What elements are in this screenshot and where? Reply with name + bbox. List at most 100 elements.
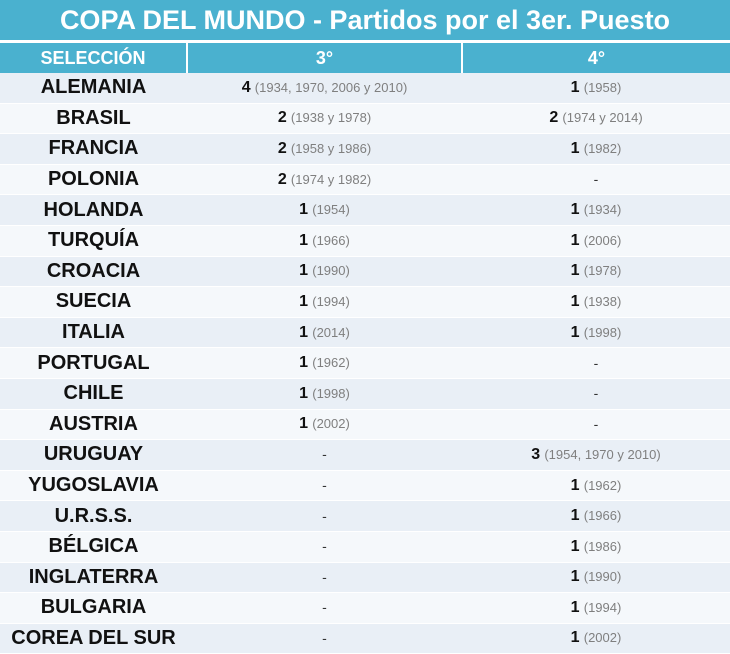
third-place-years: (1990) bbox=[312, 263, 350, 279]
fourth-place-years: (1958) bbox=[583, 79, 622, 95]
team-name: TURQUÍA bbox=[0, 225, 187, 257]
third-place-years: (1934, 1970, 2006 y 2010) bbox=[254, 79, 408, 95]
fourth-place-cell: 1 (1982) bbox=[462, 133, 730, 165]
table-row: FRANCIA 2 (1958 y 1986) 1 (1982) bbox=[0, 133, 730, 165]
fourth-place-cell: 1 (2002) bbox=[462, 623, 730, 654]
team-name: CHILE bbox=[0, 378, 187, 410]
third-place-count: 2 bbox=[277, 170, 287, 188]
fourth-place-count: 1 bbox=[570, 507, 580, 525]
team-name: FRANCIA bbox=[0, 133, 187, 165]
fourth-place-years: (1994) bbox=[583, 599, 622, 615]
fourth-place-cell: 1 (1958) bbox=[462, 73, 730, 104]
third-place-cell: - bbox=[187, 531, 462, 563]
third-place-count: - bbox=[322, 477, 327, 494]
third-place-cell: - bbox=[187, 470, 462, 502]
third-place-cell: - bbox=[187, 500, 462, 532]
third-place-cell: 1 (1998) bbox=[187, 378, 462, 410]
table-row: CROACIA 1 (1990) 1 (1978) bbox=[0, 256, 730, 288]
table-row: URUGUAY - 3 (1954, 1970 y 2010) bbox=[0, 439, 730, 471]
table-row: BÉLGICA - 1 (1986) bbox=[0, 531, 730, 563]
third-place-years: (1974 y 1982) bbox=[290, 171, 372, 187]
header-fourth: 4° bbox=[461, 40, 730, 73]
third-place-cell: 2 (1938 y 1978) bbox=[187, 103, 462, 135]
fourth-place-years: (1986) bbox=[583, 538, 622, 554]
third-place-cell: 1 (1966) bbox=[187, 225, 462, 257]
fourth-place-count: 1 bbox=[570, 78, 580, 96]
team-name: PORTUGAL bbox=[0, 347, 187, 379]
table-row: ITALIA 1 (2014) 1 (1998) bbox=[0, 317, 730, 349]
fourth-place-cell: 1 (1990) bbox=[462, 562, 730, 594]
team-name: SUECIA bbox=[0, 286, 187, 318]
third-place-cell: 2 (1958 y 1986) bbox=[187, 133, 462, 165]
fourth-place-years: (1978) bbox=[583, 263, 622, 279]
third-place-years: (1954) bbox=[312, 202, 350, 218]
fourth-place-cell: - bbox=[462, 164, 730, 196]
fourth-place-count: 1 bbox=[570, 537, 580, 555]
fourth-place-count: 1 bbox=[570, 292, 580, 310]
third-place-cell: 1 (1954) bbox=[187, 194, 462, 226]
fourth-place-years: (1938) bbox=[583, 293, 622, 309]
fourth-place-count: - bbox=[593, 354, 599, 371]
third-place-years: (1938 y 1978) bbox=[290, 110, 372, 126]
fourth-place-cell: 1 (1986) bbox=[462, 531, 730, 563]
table-row: YUGOSLAVIA - 1 (1962) bbox=[0, 470, 730, 502]
third-place-cell: 1 (1994) bbox=[187, 286, 462, 318]
fourth-place-years: (1962) bbox=[583, 477, 622, 493]
fourth-place-years: (1954, 1970 y 2010) bbox=[544, 446, 661, 462]
team-name: YUGOSLAVIA bbox=[0, 470, 187, 502]
third-place-count: 1 bbox=[299, 262, 309, 280]
team-name: URUGUAY bbox=[0, 439, 187, 471]
table-row: TURQUÍA 1 (1966) 1 (2006) bbox=[0, 225, 730, 257]
fourth-place-count: 1 bbox=[570, 598, 580, 616]
third-place-count: 1 bbox=[299, 201, 309, 219]
table-row: PORTUGAL 1 (1962) - bbox=[0, 347, 730, 379]
fourth-place-cell: 1 (1934) bbox=[462, 194, 730, 226]
fourth-place-years: (1934) bbox=[583, 202, 622, 218]
third-place-count: - bbox=[322, 507, 327, 524]
team-name: BRASIL bbox=[0, 103, 187, 135]
fourth-place-count: 1 bbox=[570, 568, 580, 586]
fourth-place-cell: 3 (1954, 1970 y 2010) bbox=[462, 439, 730, 471]
third-place-cell: 2 (1974 y 1982) bbox=[187, 164, 462, 196]
fourth-place-count: 1 bbox=[570, 629, 580, 647]
fourth-place-count: 1 bbox=[570, 139, 580, 157]
table-row: HOLANDA 1 (1954) 1 (1934) bbox=[0, 194, 730, 226]
third-place-count: - bbox=[322, 629, 327, 646]
fourth-place-count: 2 bbox=[549, 109, 559, 127]
third-place-count: 2 bbox=[277, 139, 287, 157]
fourth-place-count: 1 bbox=[570, 262, 580, 280]
team-name: BÉLGICA bbox=[0, 531, 187, 563]
fourth-place-cell: 1 (1994) bbox=[462, 592, 730, 624]
team-name: POLONIA bbox=[0, 164, 187, 196]
team-name: AUSTRIA bbox=[0, 409, 187, 441]
third-place-years: (1994) bbox=[312, 293, 350, 309]
team-name: ALEMANIA bbox=[0, 73, 187, 104]
fourth-place-count: - bbox=[593, 415, 599, 432]
fourth-place-years: (1982) bbox=[583, 140, 622, 156]
third-place-count: - bbox=[322, 538, 327, 555]
table-body: ALEMANIA 4 (1934, 1970, 2006 y 2010) 1 (19… bbox=[0, 73, 730, 654]
fourth-place-count: 1 bbox=[570, 323, 580, 341]
fourth-place-count: - bbox=[593, 171, 599, 188]
third-place-cell: 4 (1934, 1970, 2006 y 2010) bbox=[187, 73, 462, 104]
fourth-place-cell: - bbox=[462, 378, 730, 410]
header-third: 3° bbox=[186, 40, 462, 73]
standings-table: SELECCIÓN 3° 4° ALEMANIA 4 (1934, 1970, 2… bbox=[0, 40, 730, 654]
third-place-years: (1966) bbox=[312, 232, 350, 248]
table-row: COREA DEL SUR - 1 (2002) bbox=[0, 623, 730, 654]
fourth-place-cell: 1 (1962) bbox=[462, 470, 730, 502]
third-place-count: - bbox=[322, 568, 327, 585]
fourth-place-years: (1998) bbox=[583, 324, 622, 340]
fourth-place-cell: 1 (1966) bbox=[462, 500, 730, 532]
fourth-place-years: (1966) bbox=[583, 508, 622, 524]
table-row: BULGARIA - 1 (1994) bbox=[0, 592, 730, 624]
team-name: CROACIA bbox=[0, 256, 187, 288]
fourth-place-cell: 2 (1974 y 2014) bbox=[462, 103, 730, 135]
fourth-place-years: (2002) bbox=[583, 630, 622, 646]
header-seleccion: SELECCIÓN bbox=[0, 40, 187, 73]
header-row: SELECCIÓN 3° 4° bbox=[0, 40, 730, 73]
third-place-count: 1 bbox=[299, 231, 309, 249]
third-place-cell: 1 (2002) bbox=[187, 409, 462, 441]
table-row: U.R.S.S. - 1 (1966) bbox=[0, 500, 730, 532]
third-place-years: (1958 y 1986) bbox=[290, 140, 372, 156]
